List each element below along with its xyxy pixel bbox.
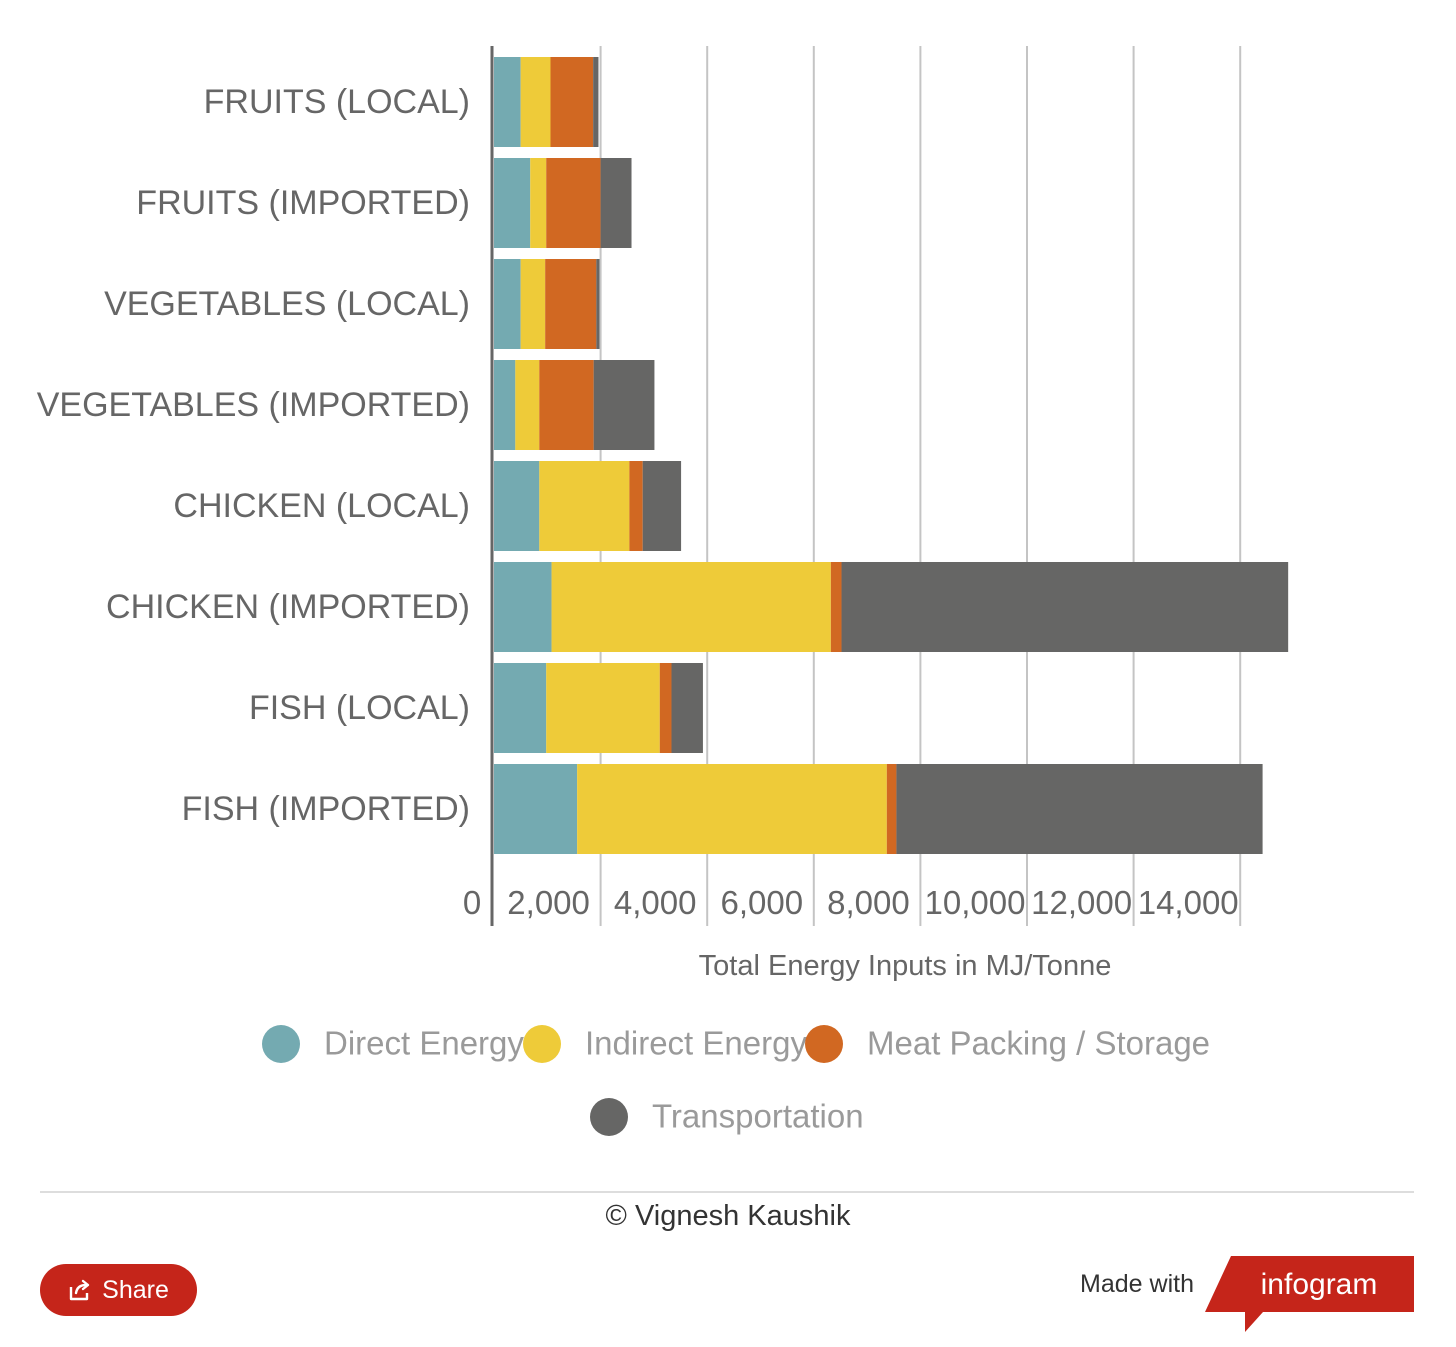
bar-segment-meat-packing-storage[interactable] bbox=[545, 259, 597, 349]
legend: Direct Energy Indirect Energy Meat Packing… bbox=[262, 1025, 1210, 1136]
category-label: CHICKEN (LOCAL) bbox=[173, 487, 470, 525]
x-tick-label: 2,000 bbox=[507, 884, 590, 921]
x-tick-label: 10,000 bbox=[925, 884, 1026, 921]
infogram-logo-shape bbox=[1205, 1256, 1414, 1332]
stacked-bar-chart: FRUITS (LOCAL) FRUITS (IMPORTED) VEGETABLE… bbox=[37, 46, 1289, 1136]
bar-segment-meat-packing-storage[interactable] bbox=[659, 663, 672, 753]
bar-segment-meat-packing-storage[interactable] bbox=[550, 57, 594, 147]
share-icon bbox=[68, 1279, 92, 1301]
bar-segment-indirect-energy[interactable] bbox=[520, 57, 551, 147]
x-tick-label: 14,000 bbox=[1138, 884, 1239, 921]
category-label: FISH (LOCAL) bbox=[249, 689, 470, 727]
legend-label[interactable]: Transportation bbox=[652, 1098, 864, 1135]
gridlines bbox=[599, 46, 1242, 926]
bar-segment-transportation[interactable] bbox=[642, 461, 682, 551]
legend-swatch bbox=[805, 1025, 843, 1063]
bar-segment-meat-packing-storage[interactable] bbox=[629, 461, 643, 551]
category-label: FRUITS (IMPORTED) bbox=[136, 184, 470, 222]
bar-segment-direct-energy[interactable] bbox=[494, 360, 516, 450]
bar-segment-transportation[interactable] bbox=[671, 663, 703, 753]
share-label: Share bbox=[102, 1275, 169, 1304]
bar-segment-direct-energy[interactable] bbox=[494, 562, 552, 652]
bar-segment-indirect-energy[interactable] bbox=[577, 764, 887, 854]
bar-segment-direct-energy[interactable] bbox=[494, 259, 521, 349]
x-tick-label: 4,000 bbox=[614, 884, 697, 921]
bars bbox=[494, 57, 1289, 854]
x-axis-title: Total Energy Inputs in MJ/Tonne bbox=[699, 950, 1112, 982]
legend-swatch bbox=[262, 1025, 300, 1063]
category-label: VEGETABLES (LOCAL) bbox=[104, 285, 470, 323]
footer-divider bbox=[40, 1191, 1414, 1193]
category-label: FISH (IMPORTED) bbox=[182, 790, 470, 828]
infogram-logo[interactable]: infogram bbox=[1205, 1256, 1417, 1336]
legend-label[interactable]: Indirect Energy bbox=[585, 1025, 807, 1062]
infogram-logo-text: infogram bbox=[1261, 1268, 1378, 1301]
x-tick-label: 12,000 bbox=[1031, 884, 1132, 921]
category-label: FRUITS (LOCAL) bbox=[204, 83, 470, 121]
bar-segment-meat-packing-storage[interactable] bbox=[539, 360, 594, 450]
bar-segment-transportation[interactable] bbox=[841, 562, 1289, 652]
x-tick-label: 6,000 bbox=[721, 884, 804, 921]
bar-segment-direct-energy[interactable] bbox=[494, 57, 521, 147]
bar-segment-direct-energy[interactable] bbox=[494, 158, 531, 248]
category-labels: FRUITS (LOCAL) FRUITS (IMPORTED) VEGETABLE… bbox=[37, 83, 470, 828]
legend-swatch bbox=[523, 1025, 561, 1063]
bar-segment-indirect-energy[interactable] bbox=[539, 461, 630, 551]
bar-segment-indirect-energy[interactable] bbox=[515, 360, 540, 450]
bar-segment-meat-packing-storage[interactable] bbox=[886, 764, 897, 854]
bar-segment-direct-energy[interactable] bbox=[494, 764, 578, 854]
credit-text: © Vignesh Kaushik bbox=[605, 1200, 851, 1232]
category-label: VEGETABLES (IMPORTED) bbox=[37, 386, 470, 424]
x-tick-label: 8,000 bbox=[827, 884, 910, 921]
x-tick-labels: 0 2,000 4,000 6,000 8,000 10,000 12,000 14,000 bbox=[463, 884, 1239, 921]
bar-segment-direct-energy[interactable] bbox=[494, 663, 547, 753]
bar-segment-transportation[interactable] bbox=[593, 360, 655, 450]
bar-segment-indirect-energy[interactable] bbox=[520, 259, 546, 349]
legend-label[interactable]: Direct Energy bbox=[324, 1025, 524, 1062]
bar-segment-transportation[interactable] bbox=[596, 259, 600, 349]
bar-segment-direct-energy[interactable] bbox=[494, 461, 540, 551]
x-tick-label: 0 bbox=[463, 884, 481, 921]
made-with-text: Made with bbox=[1080, 1270, 1194, 1298]
share-button[interactable]: Share bbox=[40, 1264, 197, 1316]
bar-segment-meat-packing-storage[interactable] bbox=[546, 158, 601, 248]
bar-segment-transportation[interactable] bbox=[600, 158, 632, 248]
category-label: CHICKEN (IMPORTED) bbox=[106, 588, 470, 626]
bar-segment-meat-packing-storage[interactable] bbox=[830, 562, 842, 652]
bar-segment-indirect-energy[interactable] bbox=[546, 663, 660, 753]
bar-segment-indirect-energy[interactable] bbox=[551, 562, 831, 652]
legend-label[interactable]: Meat Packing / Storage bbox=[867, 1025, 1210, 1062]
bar-segment-transportation[interactable] bbox=[896, 764, 1263, 854]
bar-segment-indirect-energy[interactable] bbox=[530, 158, 547, 248]
bar-segment-transportation[interactable] bbox=[593, 57, 599, 147]
legend-swatch bbox=[590, 1098, 628, 1136]
